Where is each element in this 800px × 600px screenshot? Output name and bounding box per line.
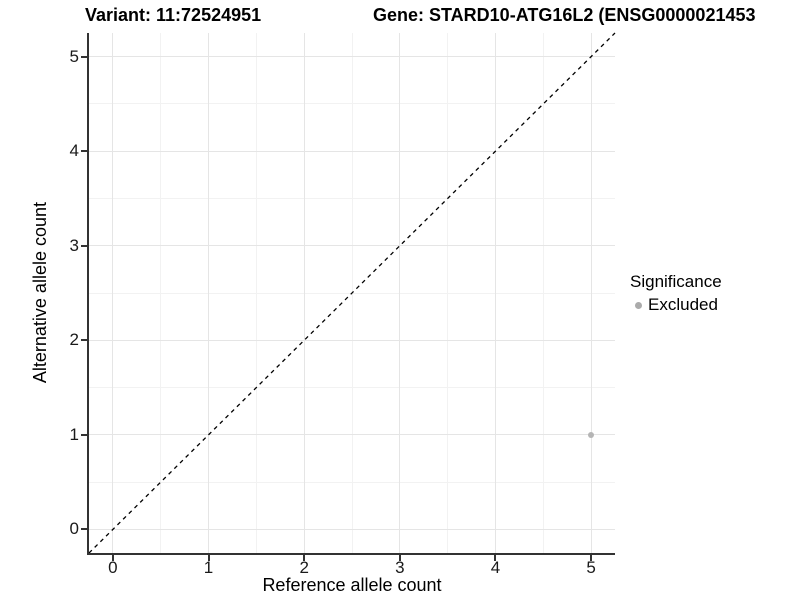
major-gridline-y — [89, 528, 615, 530]
y-axis-tick — [81, 433, 87, 436]
major-gridline-y — [89, 150, 615, 152]
y-axis-tick — [81, 150, 87, 153]
major-gridline-x — [303, 33, 305, 553]
major-gridline-x — [494, 33, 496, 553]
x-axis-tick — [398, 555, 401, 561]
excluded-point-icon — [635, 301, 642, 309]
major-gridline-y — [89, 245, 615, 247]
x-tick-label: 3 — [395, 558, 405, 577]
x-tick-label: 2 — [299, 558, 309, 577]
y-tick-label: 3 — [69, 235, 79, 255]
y-tick-label: 0 — [69, 519, 79, 539]
x-tick-label: 1 — [203, 558, 214, 577]
identity-line — [88, 32, 616, 554]
y-axis-tick — [81, 339, 87, 342]
major-gridline-y — [89, 434, 615, 436]
y-axis-tick — [81, 55, 87, 58]
variant-title: Variant: 11:72524951 — [85, 5, 262, 25]
y-tick-label: 5 — [69, 46, 79, 66]
data-point — [588, 431, 595, 438]
major-gridline-y — [89, 339, 615, 341]
x-axis-tick — [207, 555, 210, 561]
x-tick-label: 4 — [490, 558, 501, 577]
minor-gridline-y — [89, 387, 615, 389]
x-axis-tick — [111, 555, 114, 561]
major-gridline-x — [590, 33, 592, 553]
major-gridline-x — [112, 33, 114, 553]
y-tick-label: 1 — [69, 424, 79, 444]
legend: Significance Excluded — [630, 272, 722, 314]
major-gridline-x — [399, 33, 401, 553]
x-tick-label: 5 — [586, 558, 596, 577]
legend-item-excluded: Excluded — [630, 296, 722, 314]
plot-panel — [88, 32, 616, 554]
legend-title: Significance — [630, 272, 722, 291]
major-gridline-x — [208, 33, 210, 553]
y-tick-label: 4 — [69, 141, 79, 161]
y-tick-label: 2 — [69, 330, 79, 350]
x-axis-line — [87, 553, 615, 555]
minor-gridline-y — [89, 481, 615, 483]
x-tick-label: 0 — [108, 558, 118, 577]
major-gridline-y — [89, 56, 615, 58]
minor-gridline-y — [89, 197, 615, 199]
x-axis-tick — [590, 555, 593, 561]
legend-item-label: Excluded — [648, 295, 718, 314]
minor-gridline-y — [89, 103, 615, 105]
y-axis-tick — [81, 528, 87, 531]
y-axis-title-wrap: Alternative allele count — [28, 33, 52, 553]
y-axis-tick — [81, 244, 87, 247]
gene-title: Gene: STARD10-ATG16L2 (ENSG0000021453 — [373, 5, 756, 25]
x-axis-tick — [303, 555, 306, 561]
x-axis-tick — [494, 555, 497, 561]
x-axis-title: Reference allele count — [262, 575, 442, 595]
y-axis-line — [87, 33, 89, 555]
y-axis-title: Alternative allele count — [29, 202, 50, 384]
